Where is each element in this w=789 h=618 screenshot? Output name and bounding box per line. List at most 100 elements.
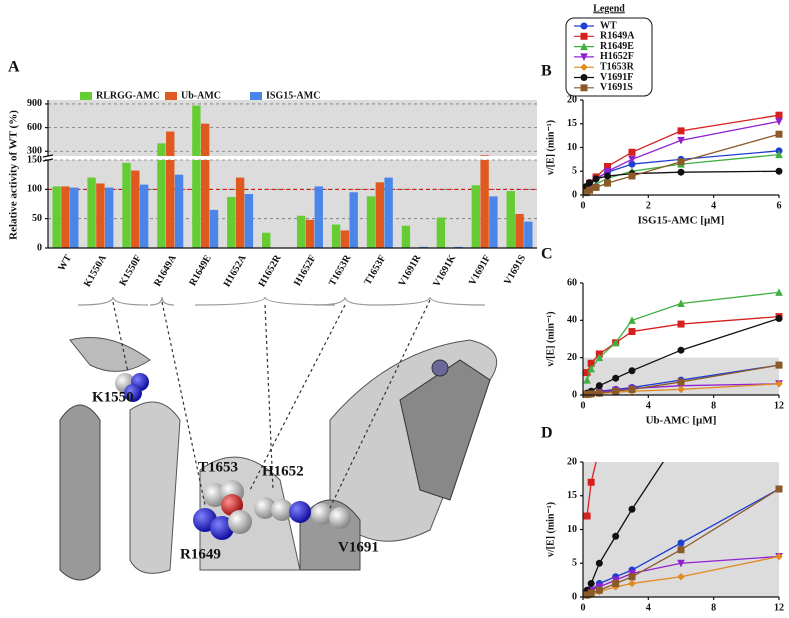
plot-area <box>583 338 783 600</box>
y-tick-label: 20 <box>567 456 577 467</box>
legend-marker <box>580 74 588 81</box>
legend-swatch <box>250 92 262 100</box>
bar <box>524 221 533 248</box>
data-point <box>775 167 783 175</box>
data-point <box>775 288 783 296</box>
bar <box>401 225 411 248</box>
x-tick-label: H1652A <box>222 252 249 288</box>
upper-background <box>48 100 537 156</box>
data-point <box>628 172 636 180</box>
bar <box>192 160 201 248</box>
data-point <box>677 559 685 568</box>
x-axis-title: ISG15-AMC [µM] <box>638 215 725 227</box>
data-point <box>583 512 591 520</box>
bar <box>166 131 175 156</box>
x-tick-label: 8 <box>711 400 716 411</box>
x-tick-label: V1691F <box>467 253 493 287</box>
bar <box>340 230 350 248</box>
legend-marker <box>580 53 588 62</box>
bar <box>506 191 515 248</box>
data-point <box>677 320 685 328</box>
bar <box>157 160 166 248</box>
y-tick-label: 15 <box>567 118 577 129</box>
plot-area <box>52 160 533 248</box>
data-point <box>611 338 620 347</box>
plot-area <box>583 288 783 399</box>
bar <box>52 186 61 248</box>
data-point <box>775 117 783 126</box>
lower-background <box>48 160 537 248</box>
data-point <box>612 374 620 382</box>
y-tick-label: 0 <box>572 591 577 602</box>
bar <box>375 182 385 248</box>
legend-marker <box>580 22 588 30</box>
data-point <box>596 446 602 452</box>
data-point <box>583 375 591 384</box>
data-point <box>595 586 603 594</box>
data-point <box>628 367 636 375</box>
plot-area <box>582 111 783 197</box>
y-tick-label: 20 <box>567 94 577 105</box>
x-tick-label: K1550F <box>117 253 143 288</box>
x-tick-label: K1550A <box>82 252 109 288</box>
y-tick-label: 5 <box>572 558 577 569</box>
bar <box>166 160 175 248</box>
data-point <box>628 148 636 156</box>
legend-marker <box>580 63 588 71</box>
bar <box>262 232 271 248</box>
data-point <box>628 573 636 581</box>
y-tick-label: 60 <box>567 277 577 288</box>
bar <box>314 186 323 248</box>
data-point <box>595 353 604 362</box>
data-point <box>677 378 685 386</box>
x-tick-label: 4 <box>646 602 651 613</box>
legend-marker <box>580 32 588 40</box>
y-axis-title: v/[E] (min⁻¹) <box>545 502 556 557</box>
x-tick-label: V1691K <box>431 253 458 289</box>
legend-label: R1649A <box>600 31 635 42</box>
y-tick-label: 150 <box>27 154 42 165</box>
y-axis-title: v/[E] (min⁻¹) <box>545 311 556 366</box>
bar <box>244 194 254 248</box>
data-point <box>775 130 783 138</box>
data-point <box>775 111 783 119</box>
data-point <box>678 432 684 438</box>
x-tick-label: H1652R <box>257 252 284 288</box>
axis-break <box>42 154 54 158</box>
data-point <box>628 385 636 393</box>
data-point <box>677 346 685 354</box>
residue-label: K1550 <box>92 389 134 405</box>
data-point <box>628 328 636 336</box>
bar <box>200 160 210 248</box>
panel-label: D <box>541 425 553 442</box>
data-point <box>775 150 783 159</box>
bar <box>480 160 489 248</box>
y-tick-label: 5 <box>572 166 577 177</box>
x-tick-label: R1649A <box>152 252 179 288</box>
legend-label: T1653R <box>600 61 635 72</box>
data-point <box>592 183 600 191</box>
data-point <box>775 361 783 369</box>
legend-label: V1691S <box>600 82 633 93</box>
legend-swatch <box>80 92 92 100</box>
legend-label: WT <box>600 20 617 31</box>
data-point <box>628 505 636 513</box>
x-axis-title: Ub-AMC [µM] <box>646 415 717 427</box>
data-point <box>775 485 783 493</box>
y-tick-label: 0 <box>572 389 577 400</box>
x-tick-label: V1691R <box>397 252 424 288</box>
data-point <box>678 338 684 344</box>
x-tick-label: 0 <box>581 400 586 411</box>
data-point <box>604 172 611 180</box>
data-point <box>677 539 685 547</box>
residue-label: H1652 <box>262 463 304 479</box>
panel-label: A <box>8 59 20 76</box>
bar <box>366 196 376 248</box>
data-point <box>592 175 600 183</box>
legend-marker <box>580 84 588 92</box>
legend-title: Legend <box>593 3 625 14</box>
data-point <box>628 155 636 164</box>
bar <box>157 143 166 156</box>
bar <box>131 170 140 248</box>
